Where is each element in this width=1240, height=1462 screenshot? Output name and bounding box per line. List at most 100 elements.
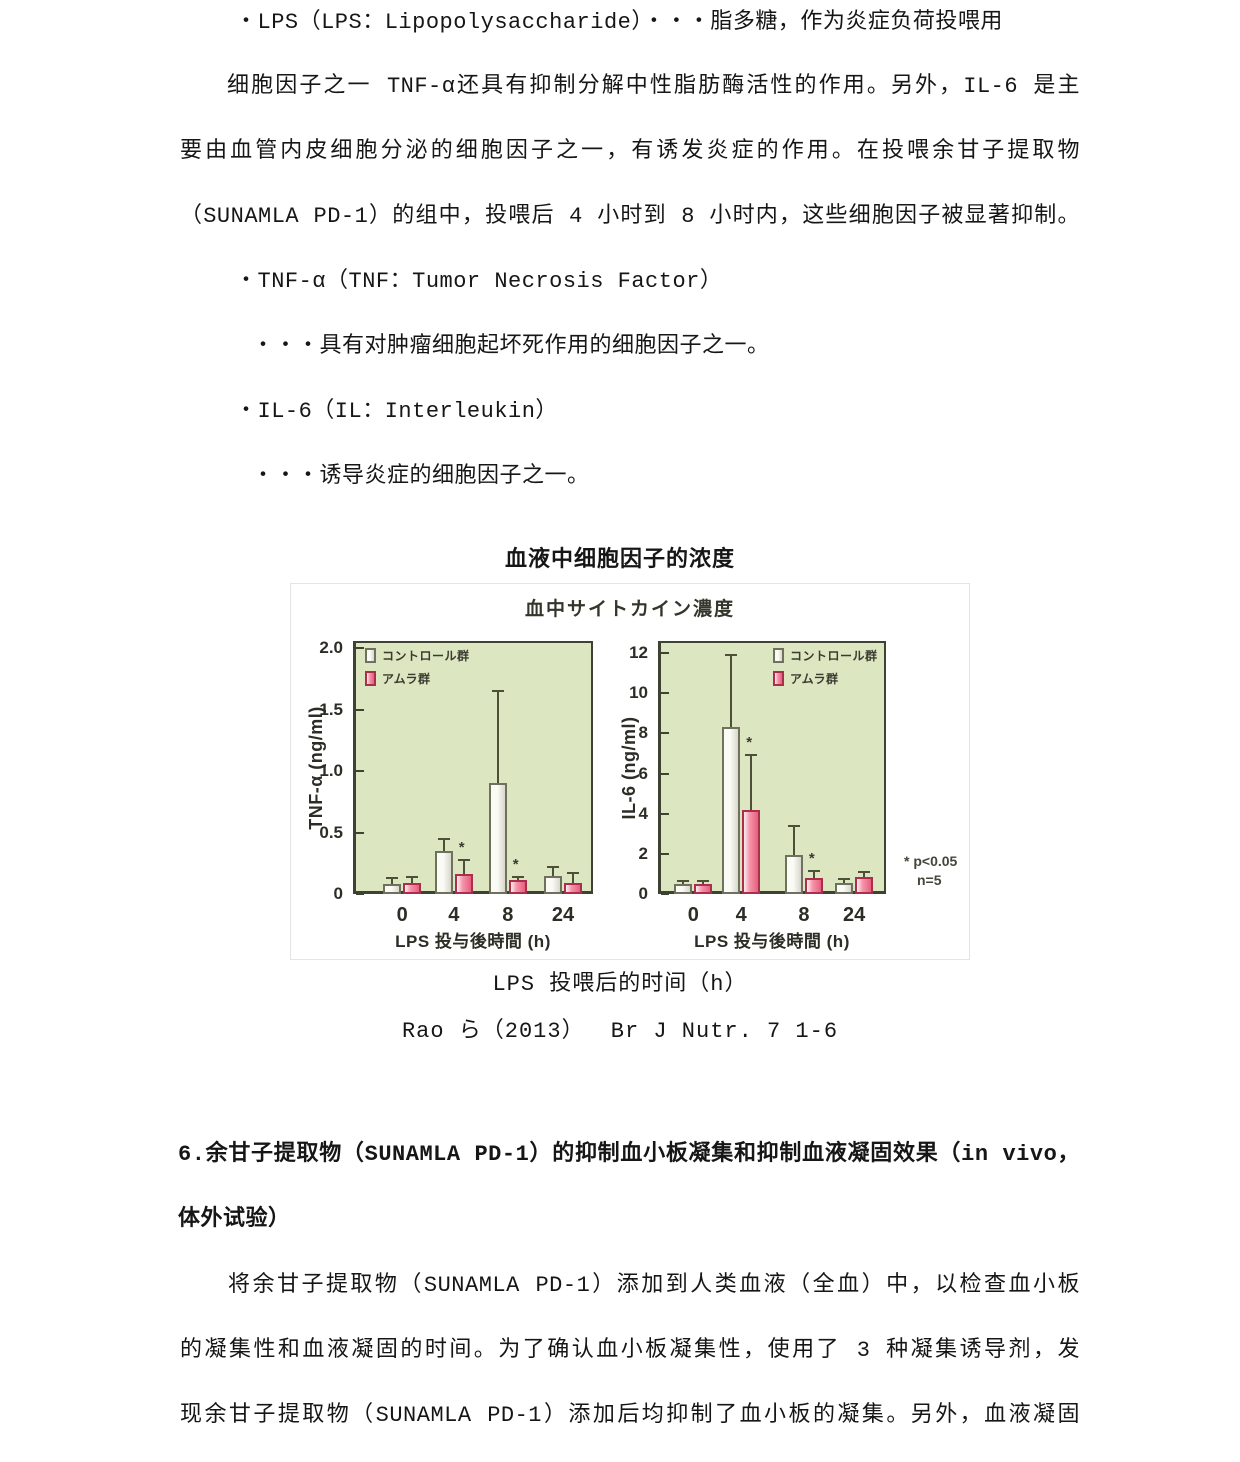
y-tick-mark <box>661 893 669 895</box>
bar-amla <box>742 809 761 894</box>
error-bar <box>391 878 394 885</box>
legend-item: コントロール群 <box>773 647 878 664</box>
y-tick-label: 2 <box>638 843 648 863</box>
y-tick-label: 1.0 <box>319 761 343 781</box>
error-bar <box>572 873 574 883</box>
paragraph1-line2: 要由血管内皮细胞分泌的细胞因子之一，有诱发炎症的作用。在投喂余甘子提取物 <box>180 139 1080 164</box>
section6-heading-line2: 体外试验） <box>178 1207 291 1232</box>
section6-para-line2: 的凝集性和血液凝固的时间。为了确认血小板凝集性，使用了 3 种凝集诱导剂，发 <box>180 1338 1080 1363</box>
x-tick-label: 8 <box>502 904 514 926</box>
error-bar-cap <box>787 824 800 827</box>
y-tick-label: 0.5 <box>319 822 343 842</box>
legend-swatch-control <box>773 648 784 663</box>
error-bar-cap <box>491 690 504 693</box>
y-tick-label: 4 <box>638 803 648 823</box>
legend-swatch-control <box>365 648 376 663</box>
error-bar <box>462 859 465 875</box>
y-tick-label: 0 <box>333 884 343 903</box>
error-bar-cap <box>725 654 738 657</box>
legend-swatch-amla <box>365 671 376 686</box>
bar-amla <box>454 874 473 894</box>
bar-amla <box>855 876 874 894</box>
section6-para-line3: 现余甘子提取物（SUNAMLA PD-1）添加后均抑制了血小板的凝集。另外，血液… <box>180 1403 1080 1428</box>
y-tick-mark <box>661 812 669 815</box>
x-tick-label: 8 <box>798 904 810 926</box>
x-axis-title: LPS 投与後時間 (h) <box>395 932 551 951</box>
y-tick-mark <box>356 770 364 773</box>
x-tick-label: 4 <box>448 904 460 926</box>
bar-control <box>488 783 507 894</box>
y-tick-mark <box>661 652 669 655</box>
x-tick-label: 0 <box>687 904 699 926</box>
bullet-il6: ・IL-6（IL：Interleukin） <box>235 399 558 424</box>
error-bar <box>442 838 445 851</box>
plot-area <box>353 641 593 894</box>
legend-item: アムラ群 <box>365 670 431 687</box>
x-tick-label: 24 <box>551 904 575 926</box>
y-tick-label: 6 <box>638 763 648 783</box>
bar-amla <box>804 877 823 894</box>
error-bar-cap <box>838 877 851 880</box>
legend-label: アムラ群 <box>790 672 839 686</box>
bar-control <box>674 883 693 894</box>
y-tick-label: 0 <box>638 884 648 903</box>
error-bar-cap <box>437 837 450 840</box>
error-bar-cap <box>807 869 820 872</box>
legend-item: コントロール群 <box>365 647 470 664</box>
y-tick-mark <box>661 772 669 775</box>
bar-control <box>784 854 803 894</box>
error-bar-cap <box>511 875 524 878</box>
bar-amla <box>564 882 582 894</box>
bar-control <box>722 727 741 894</box>
legend-item: アムラ群 <box>773 670 839 687</box>
section6-heading-line1: 6.余甘子提取物（SUNAMLA PD-1）的抑制血小板凝集和抑制血液凝固效果（… <box>178 1142 1080 1167</box>
figure-caption-bottom: LPS 投喂后的时间（h） <box>492 972 748 997</box>
figure-inner-title: 血中サイトカイン濃度 <box>524 599 735 620</box>
bar-control <box>383 884 402 894</box>
y-tick-mark <box>356 893 364 895</box>
error-bar-cap <box>697 879 710 882</box>
x-tick-label: 4 <box>735 904 747 926</box>
error-bar <box>863 871 866 877</box>
y-tick-label: 12 <box>629 643 648 663</box>
error-bar-cap <box>567 872 579 875</box>
il6-description: ・・・诱导炎症的细胞因子之一。 <box>252 464 590 489</box>
paragraph1-line1: 细胞因子之一 TNF-α还具有抑制分解中性脂肪酶活性的作用。另外，IL-6 是主 <box>227 74 1080 99</box>
legend-label: コントロール群 <box>790 649 878 663</box>
significance-star: * <box>458 838 465 856</box>
error-bar <box>730 655 733 728</box>
y-tick-label: 2.0 <box>319 638 343 658</box>
y-tick-label: 8 <box>638 723 648 743</box>
error-bar-cap <box>745 754 758 757</box>
error-bar <box>812 870 815 878</box>
y-tick-mark <box>661 732 669 735</box>
error-bar-cap <box>547 865 559 868</box>
y-tick-mark <box>356 647 364 650</box>
x-axis-title: LPS 投与後時間 (h) <box>694 932 850 951</box>
error-bar <box>682 880 685 884</box>
y-tick-label: 1.5 <box>319 699 343 719</box>
legend-label: コントロール群 <box>382 649 470 663</box>
error-bar-cap <box>457 858 470 861</box>
y-tick-mark <box>356 708 364 711</box>
y-tick-mark <box>661 692 669 695</box>
error-bar <box>552 866 554 876</box>
error-bar-cap <box>406 875 419 878</box>
error-bar <box>496 691 499 784</box>
figure-reference: Rao ら（2013） Br J Nutr. 7 1-6 <box>401 1019 839 1044</box>
legend-label: アムラ群 <box>382 672 431 686</box>
error-bar <box>750 755 753 810</box>
bar-control <box>434 851 453 894</box>
line-lps-definition: ・LPS（LPS：Lipopolysaccharide）・・・脂多糖，作为炎症负… <box>235 10 1003 35</box>
bar-control <box>544 875 562 894</box>
tnf-description: ・・・具有对肿瘤细胞起坏死作用的细胞因子之一。 <box>252 334 770 359</box>
error-bar <box>792 825 795 855</box>
cytokine-figure: 血中サイトカイン濃度 * p<0.05 n=5 0 0.5 1.0 1.5 2.0 0 * 4… <box>290 583 970 960</box>
error-bar <box>516 876 519 881</box>
y-tick-mark <box>356 831 364 834</box>
sample-size-note: n=5 <box>917 872 942 888</box>
y-tick-label: 10 <box>629 683 648 703</box>
y-axis-title: TNF-α (ng/ml) <box>306 705 326 830</box>
significance-star: * <box>746 734 753 752</box>
error-bar <box>702 880 705 884</box>
